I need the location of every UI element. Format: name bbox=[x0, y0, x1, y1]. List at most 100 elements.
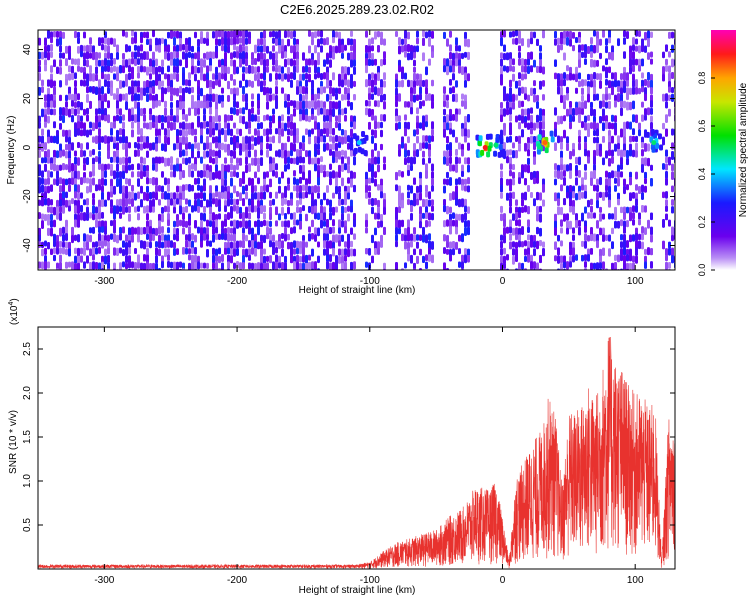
heatmap-cell bbox=[50, 171, 53, 178]
heatmap-cell bbox=[257, 115, 260, 123]
heatmap-cell bbox=[410, 199, 413, 207]
heatmap-cell bbox=[503, 86, 506, 95]
heatmap-cell bbox=[326, 115, 329, 122]
heatmap-cell bbox=[233, 241, 236, 250]
heatmap-cell bbox=[125, 136, 128, 145]
heatmap-cell bbox=[341, 177, 344, 187]
heatmap-cell bbox=[404, 44, 407, 52]
heatmap-cell bbox=[155, 45, 158, 52]
heatmap-cell bbox=[134, 44, 137, 51]
heatmap-cell bbox=[602, 227, 605, 235]
heatmap-cell bbox=[146, 80, 149, 89]
heatmap-cell bbox=[341, 248, 344, 257]
heatmap-cell bbox=[290, 149, 293, 157]
heatmap-cell bbox=[461, 52, 464, 60]
heatmap-cell bbox=[602, 213, 605, 220]
heatmap-cell bbox=[122, 135, 125, 144]
heatmap-cell bbox=[635, 86, 638, 95]
heatmap-cell bbox=[68, 248, 71, 257]
heatmap-cell bbox=[44, 101, 47, 108]
heatmap-cell bbox=[173, 37, 176, 46]
heatmap-cell bbox=[218, 135, 221, 145]
heatmap-cell bbox=[422, 100, 425, 107]
heatmap-cell bbox=[323, 128, 326, 135]
heatmap-cell bbox=[266, 143, 269, 150]
heatmap-cell bbox=[209, 213, 212, 222]
heatmap-cell bbox=[341, 66, 344, 75]
heatmap-cell bbox=[668, 51, 671, 58]
heatmap-cell bbox=[83, 212, 86, 222]
heatmap-cell bbox=[305, 79, 308, 88]
heatmap-cell bbox=[254, 233, 257, 243]
heatmap-cell bbox=[311, 157, 314, 165]
heatmap-cell bbox=[167, 213, 170, 222]
heatmap-cell bbox=[368, 79, 371, 87]
heatmap-cell bbox=[209, 86, 212, 96]
heatmap-cell bbox=[332, 170, 335, 179]
heatmap-cell bbox=[593, 184, 596, 192]
heatmap-cell bbox=[608, 199, 611, 208]
heatmap-cell bbox=[398, 121, 401, 130]
heatmap-cell bbox=[590, 51, 593, 58]
heatmap-cell bbox=[563, 72, 566, 80]
heatmap-cell bbox=[617, 135, 620, 144]
heatmap-cell bbox=[635, 247, 638, 256]
heatmap-cell bbox=[638, 30, 641, 37]
heatmap-cell bbox=[122, 143, 125, 150]
heatmap-cell bbox=[590, 73, 593, 82]
heatmap-cell bbox=[671, 142, 674, 150]
heatmap-cell bbox=[329, 227, 332, 235]
heatmap-cell bbox=[116, 199, 119, 207]
heatmap-cell bbox=[665, 156, 668, 164]
heatmap-cell bbox=[566, 65, 569, 72]
heatmap-hotspot-cell bbox=[487, 145, 492, 152]
heatmap-cell bbox=[380, 191, 383, 199]
heatmap-cell bbox=[611, 156, 614, 164]
heatmap-cell bbox=[329, 206, 332, 213]
heatmap-cell bbox=[158, 199, 161, 206]
heatmap-cell bbox=[293, 72, 296, 80]
heatmap-cell bbox=[467, 177, 470, 185]
heatmap-cell bbox=[623, 100, 626, 109]
heatmap-cell bbox=[617, 171, 620, 179]
heatmap-cell bbox=[239, 37, 242, 44]
heatmap-cell bbox=[251, 184, 254, 194]
heatmap-cell bbox=[236, 163, 239, 171]
heatmap-cell bbox=[608, 185, 611, 194]
heatmap-cell bbox=[563, 177, 566, 186]
heatmap-cell bbox=[419, 101, 422, 109]
heatmap-cell bbox=[161, 171, 164, 178]
heatmap-cell bbox=[209, 240, 212, 247]
heatmap-cell bbox=[428, 191, 431, 200]
heatmap-cell bbox=[368, 177, 371, 184]
heatmap-cell bbox=[557, 79, 560, 87]
heatmap-cell bbox=[224, 66, 227, 75]
heatmap-cell bbox=[665, 261, 668, 270]
heatmap-cell bbox=[371, 86, 374, 93]
heatmap-cell bbox=[158, 156, 161, 164]
heatmap-cell bbox=[212, 262, 215, 270]
heatmap-cell bbox=[65, 101, 68, 108]
heatmap-cell bbox=[287, 30, 290, 38]
heatmap-cell bbox=[347, 233, 350, 243]
heatmap-cell bbox=[554, 213, 557, 223]
heatmap-cell bbox=[98, 100, 101, 110]
heatmap-cell bbox=[287, 58, 290, 66]
heatmap-cell bbox=[317, 227, 320, 237]
heatmap-cell bbox=[170, 198, 173, 206]
heatmap-cell bbox=[443, 234, 446, 242]
heatmap-cell bbox=[542, 30, 545, 39]
heatmap-cell bbox=[272, 234, 275, 242]
heatmap-cell bbox=[650, 121, 653, 130]
heatmap-cell bbox=[590, 226, 593, 236]
heatmap-cell bbox=[179, 261, 182, 268]
heatmap-cell bbox=[191, 52, 194, 60]
heatmap-cell bbox=[449, 52, 452, 60]
heatmap-cell bbox=[275, 220, 278, 227]
heatmap-cell bbox=[329, 143, 332, 151]
heatmap-cell bbox=[212, 31, 215, 39]
heatmap-cell bbox=[404, 157, 407, 166]
heatmap-cell bbox=[209, 58, 212, 67]
heatmap-cell bbox=[101, 199, 104, 208]
heatmap-cell bbox=[449, 163, 452, 172]
